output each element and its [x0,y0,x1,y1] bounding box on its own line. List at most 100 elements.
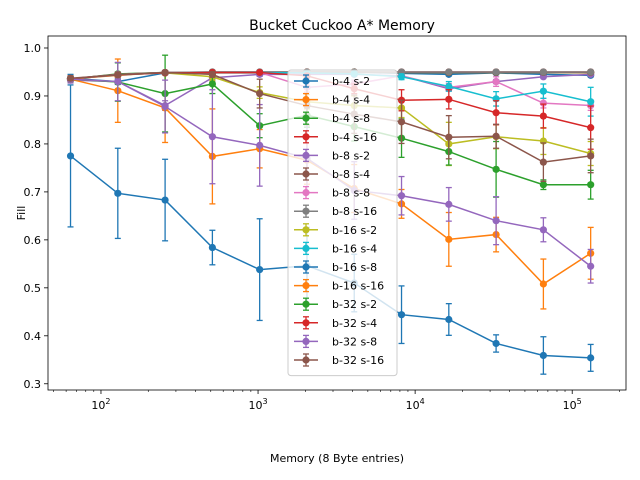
legend-entry-label: b-32 s-8 [332,335,377,348]
x-tick-label: 105 [563,397,582,412]
data-point [445,133,453,141]
x-axis: 102 103 104 105 [53,390,620,412]
data-point [492,132,500,140]
data-point [208,70,216,78]
x-tick-exponent: 4 [420,397,425,406]
data-point [256,141,264,149]
plot-frame [47,35,627,391]
data-point [161,102,169,111]
data-point [397,73,406,81]
x-tick-label: 104 [406,397,425,412]
legend-swatch-marker [302,226,310,234]
y-tick-label: 0.3 [24,378,42,391]
legend-entry-label: b-8 s-16 [332,205,377,218]
data-point [161,196,169,204]
data-point [445,200,453,208]
legend-entry-label: b-16 s-4 [332,242,377,255]
x-tick-exponent: 5 [577,397,582,406]
data-point [539,226,547,234]
legend-swatch-marker [302,170,310,178]
legend-swatch-marker [302,356,310,364]
y-axis-label: Fill [15,206,28,221]
data-point [256,266,264,274]
legend-swatch-marker [302,96,310,104]
legend-box [287,69,398,377]
data-point [397,311,406,319]
data-point [539,112,547,120]
data-point [539,158,547,166]
data-point [587,262,595,270]
data-point [256,68,264,77]
legend-entry-label: b-32 s-4 [332,317,377,330]
y-tick-label: 0.9 [24,90,42,103]
data-point [587,152,595,160]
data-point [492,339,500,348]
data-point [66,74,75,82]
y-tick-label: 0.8 [24,138,42,151]
chart-title: Bucket Cuckoo A* Memory [249,18,435,34]
legend-swatch-marker [302,133,310,141]
data-point [539,99,547,107]
data-point [445,95,453,103]
data-point [539,87,547,95]
legend-swatch-marker [302,189,310,197]
legend-swatch-marker [302,282,310,290]
legend-swatch-marker [302,114,310,122]
data-point [539,280,547,288]
legend-entry-label: b-16 s-2 [332,224,377,237]
data-point [208,80,216,88]
data-point [587,181,595,189]
data-point [397,118,406,126]
legend: b-4 s-2 b-4 s-4 b-4 s-8 b-4 s-16 b-8 s-2 b-8 … [287,69,398,377]
x-tick-base: 10 [406,399,420,412]
legend-entry-label: b-8 s-2 [332,149,370,162]
data-point [66,152,75,160]
legend-swatch-marker [302,263,310,271]
y-tick-label: 0.5 [24,282,42,295]
data-point [445,315,453,324]
x-tick-label: 103 [249,397,268,412]
x-tick-label: 102 [91,397,110,412]
data-point [492,165,500,173]
data-point [397,192,406,200]
y-tick-label: 0.6 [24,234,42,247]
legend-entry-label: b-8 s-8 [332,187,370,200]
data-point [492,217,500,225]
data-point [208,243,216,252]
data-point [492,77,500,86]
legend-swatch-marker [302,207,310,215]
x-axis-label: Memory (8 Byte entries) [270,452,404,465]
legend-entry-label: b-32 s-2 [332,298,377,311]
x-tick-base: 10 [563,399,577,412]
data-point [256,89,264,98]
data-point [539,351,547,360]
legend-swatch-marker [302,244,310,252]
data-point [114,71,122,79]
y-tick-label: 0.7 [24,186,42,199]
legend-swatch-marker [302,319,310,327]
legend-swatch-marker [302,337,310,345]
data-point [445,235,453,243]
x-tick-exponent: 2 [105,397,110,406]
data-point [161,68,169,77]
legend-swatch-marker [302,151,310,159]
legend-entry-label: b-32 s-16 [332,354,384,367]
y-tick-label: 0.4 [24,330,42,343]
y-tick-label: 1.0 [24,42,42,55]
legend-entry-label: b-8 s-4 [332,168,370,181]
y-axis: 0.3 0.4 0.5 0.6 0.7 0.8 0.9 1.0 [24,42,48,391]
x-tick-base: 10 [91,399,105,412]
data-point [445,68,453,76]
x-tick-base: 10 [249,399,263,412]
legend-entry-label: b-4 s-2 [332,75,370,88]
data-point [587,124,595,132]
data-point [208,133,216,141]
legend-swatch-marker [302,300,310,308]
data-point [445,82,453,90]
data-point [587,68,595,76]
legend-entry-label: b-16 s-8 [332,261,377,274]
data-point [539,181,547,189]
legend-entry-label: b-4 s-4 [332,94,370,107]
legend-entry-label: b-4 s-8 [332,112,370,125]
